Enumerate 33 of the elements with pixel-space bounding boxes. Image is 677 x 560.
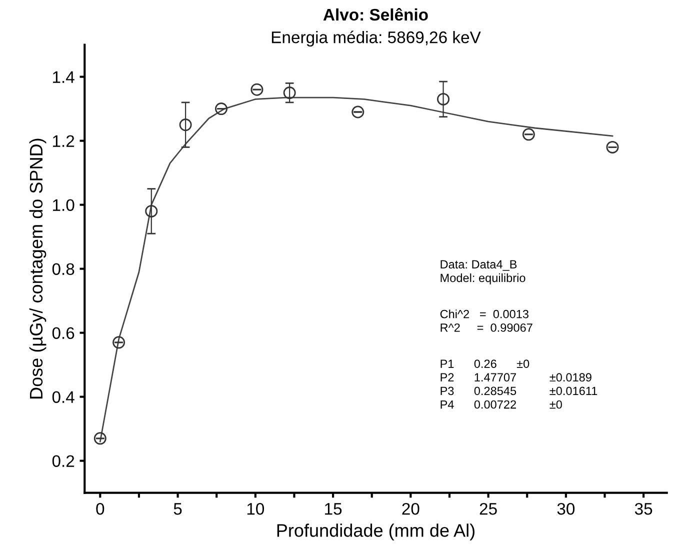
point	[352, 106, 364, 118]
x-tick-label: 20	[402, 502, 420, 515]
point	[179, 118, 192, 132]
point	[250, 83, 264, 96]
y-tick-label: 1.2	[53, 135, 74, 147]
point	[522, 128, 535, 141]
chart-subtitle: Energia média: 5869,26 keV	[272, 30, 481, 47]
annotation: P1 0.26 ±0 P2 1.47707 ±0.0189 P3 0.28545 ±0.01611 P4 0.00722 ±0	[440, 360, 598, 409]
y-tick-label: 1.0	[53, 199, 74, 212]
x-axis-title: Profundidade (mm de Al)	[277, 524, 474, 540]
annotation: Chi^2 = 0.0013 R^2 = 0.99067	[440, 310, 532, 332]
x-tick-label: 0	[96, 502, 104, 515]
y-tick-label: 0.4	[52, 391, 74, 404]
point	[145, 204, 158, 218]
x-tick-label: 30	[557, 502, 575, 515]
x-tick-label: 25	[480, 502, 497, 515]
point	[283, 86, 296, 100]
x-tick-label: 10	[247, 502, 264, 515]
point	[112, 336, 126, 349]
x-tick-label: 15	[325, 503, 342, 515]
y-tick-label: 0.2	[52, 455, 74, 468]
point	[94, 432, 106, 445]
x-tick-label: 5	[174, 503, 182, 515]
x-tick-label: 35	[634, 502, 652, 515]
point	[437, 92, 450, 106]
chart-title: Alvo: Selênio	[323, 8, 428, 21]
annotation: Data: Data4_B Model: equilibrio	[440, 260, 526, 284]
point	[606, 140, 619, 154]
y-tick-label: 0.8	[52, 263, 74, 276]
y-axis-title: Dose (µGy/ contagem do SPND)	[29, 138, 46, 398]
y-tick-label: 0.6	[52, 327, 74, 340]
y-tick-label: 1.4	[53, 71, 74, 83]
point	[215, 102, 228, 116]
